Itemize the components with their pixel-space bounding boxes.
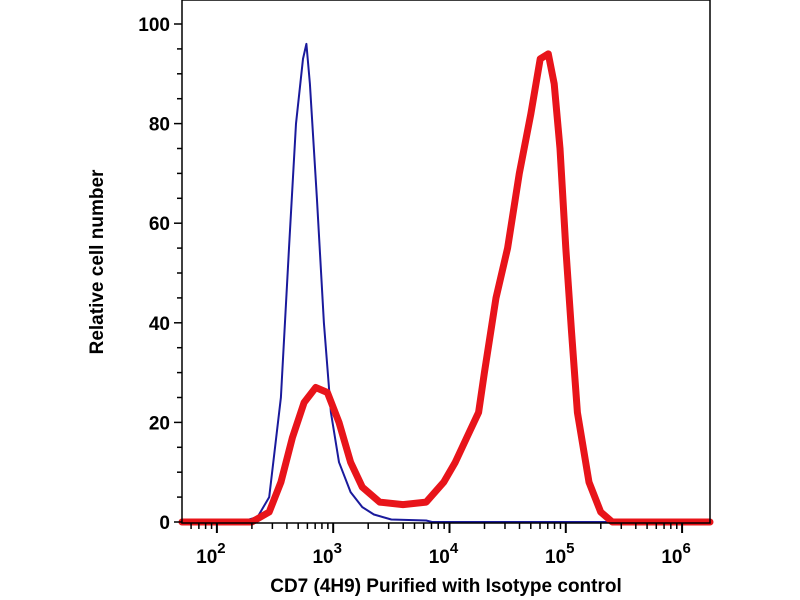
- x-tick-exponent: 4: [450, 540, 459, 557]
- x-tick-exponent: 2: [217, 540, 225, 557]
- x-tick-label: 104: [429, 540, 459, 568]
- series-line-isotype: [181, 42, 711, 523]
- x-tick-exponent: 5: [566, 540, 574, 557]
- series-line-cd7: [178, 50, 714, 526]
- x-tick-label: 102: [196, 540, 225, 568]
- x-tick-label: 103: [312, 540, 341, 568]
- x-tick-label: 106: [661, 540, 690, 568]
- y-tick-label: 80: [149, 115, 170, 136]
- y-tick-label: 40: [149, 314, 170, 335]
- y-tick-label: 20: [149, 413, 170, 434]
- plot-frame: [181, 0, 711, 524]
- y-tick-label: 0: [159, 513, 170, 534]
- y-tick-label: 60: [149, 214, 170, 235]
- y-tick-label: 100: [138, 15, 170, 36]
- x-tick-label: 105: [545, 540, 574, 568]
- x-tick-exponent: 6: [682, 540, 690, 557]
- x-axis-label: CD7 (4H9) Purified with Isotype control: [270, 576, 622, 597]
- x-tick-exponent: 3: [334, 540, 342, 557]
- y-axis-label: Relative cell number: [87, 169, 108, 354]
